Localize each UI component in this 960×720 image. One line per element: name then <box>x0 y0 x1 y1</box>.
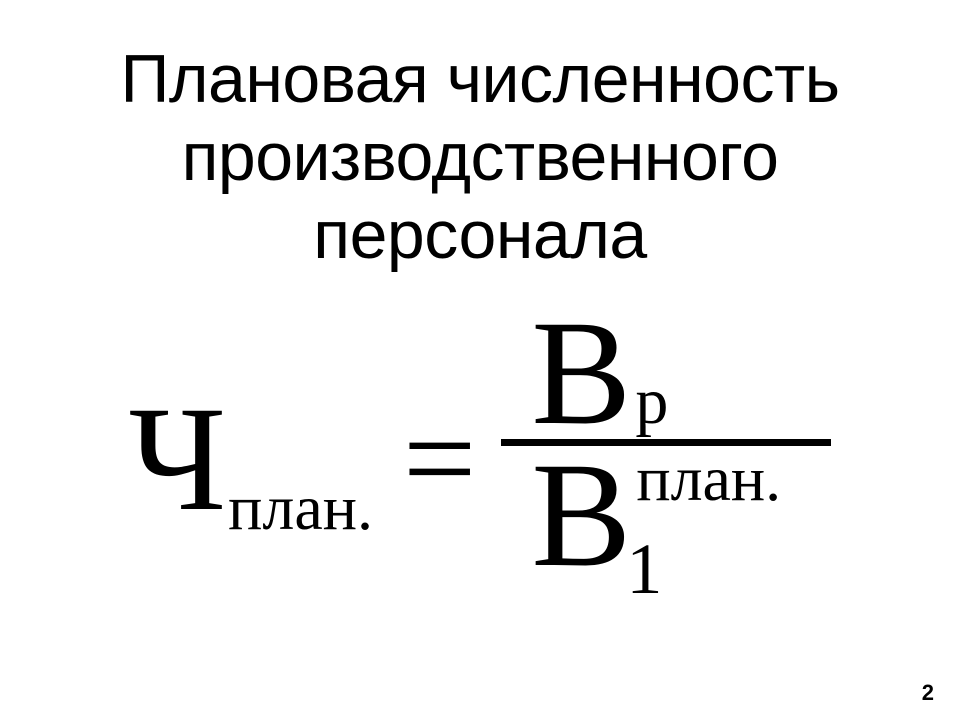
slide-title: Плановая численность производственного п… <box>0 0 960 275</box>
formula: Ч план. = В р В план. 1 <box>0 310 960 609</box>
numerator-symbol: В <box>531 310 631 438</box>
denominator-subscript: 1 <box>626 528 662 611</box>
title-line-1: Плановая численность <box>120 41 839 117</box>
formula-lhs: Ч план. <box>129 384 373 534</box>
page-number: 2 <box>922 680 934 706</box>
denominator-symbol: В <box>531 448 631 583</box>
equals-sign: = <box>403 394 476 524</box>
numerator: В р <box>531 310 668 438</box>
denominator-superscript: план. <box>636 442 781 516</box>
numerator-subscript: р <box>635 369 668 435</box>
fraction: В р В план. 1 <box>501 310 831 609</box>
lhs-symbol: Ч <box>129 384 227 534</box>
denominator: В план. 1 <box>501 448 831 608</box>
lhs-subscript: план. <box>228 471 373 545</box>
title-line-3: персонала <box>313 197 646 273</box>
title-line-2: производственного <box>182 119 779 195</box>
